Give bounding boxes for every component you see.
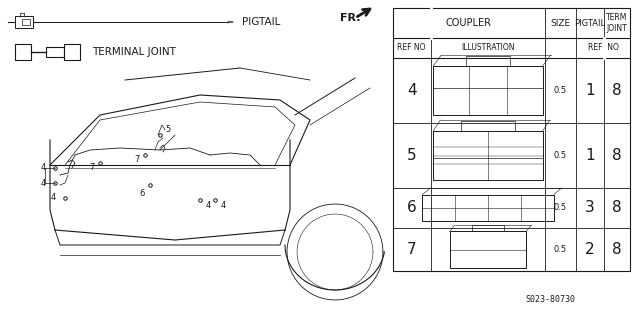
Text: 1: 1 (585, 83, 595, 98)
Text: 7: 7 (89, 164, 95, 172)
Text: 6: 6 (407, 201, 417, 215)
Text: 8: 8 (612, 201, 622, 215)
Text: 1: 1 (585, 148, 595, 163)
Text: 4: 4 (220, 201, 225, 210)
Text: 8: 8 (612, 83, 622, 98)
Text: PIGTAIL: PIGTAIL (242, 17, 280, 27)
Bar (450, 231, 526, 268)
Text: 7: 7 (134, 156, 140, 164)
Bar (466, 56, 510, 66)
Bar (471, 225, 505, 231)
Bar (15, 16, 33, 28)
Text: 8: 8 (612, 242, 622, 257)
Bar (64, 44, 80, 60)
Text: TERMINAL JOINT: TERMINAL JOINT (92, 47, 176, 57)
Text: 6: 6 (140, 188, 145, 197)
Text: 5: 5 (407, 148, 417, 163)
Text: 0.5: 0.5 (554, 245, 567, 254)
Bar (433, 131, 543, 180)
Bar (433, 66, 543, 115)
Text: REF  NO: REF NO (587, 44, 619, 52)
Text: COUPLER: COUPLER (446, 18, 492, 28)
Text: S023-80730: S023-80730 (525, 295, 575, 305)
Text: 4: 4 (40, 179, 46, 188)
Text: 7: 7 (407, 242, 417, 257)
Bar (22, 19, 30, 25)
Text: 0.5: 0.5 (554, 86, 567, 95)
Text: PIGTAIL: PIGTAIL (575, 19, 606, 28)
Bar (393, 8, 630, 271)
Text: REF NO: REF NO (397, 44, 426, 52)
Bar (422, 195, 554, 221)
Text: 4: 4 (50, 194, 55, 203)
Text: 3: 3 (585, 201, 595, 215)
Text: SIZE: SIZE (550, 19, 571, 28)
Bar (46, 47, 64, 57)
Text: 4: 4 (407, 83, 417, 98)
Bar (15, 44, 31, 60)
Bar (461, 121, 515, 131)
Text: 5: 5 (166, 125, 171, 134)
Text: ILLUSTRATION: ILLUSTRATION (461, 44, 515, 52)
Text: 0.5: 0.5 (554, 204, 567, 212)
Text: FR.: FR. (340, 13, 361, 23)
Text: TERM
JOINT: TERM JOINT (606, 13, 627, 33)
Text: 0.5: 0.5 (554, 151, 567, 160)
Text: 4: 4 (205, 201, 211, 210)
Text: 2: 2 (585, 242, 595, 257)
Text: 8: 8 (612, 148, 622, 163)
Text: 4: 4 (40, 164, 46, 172)
